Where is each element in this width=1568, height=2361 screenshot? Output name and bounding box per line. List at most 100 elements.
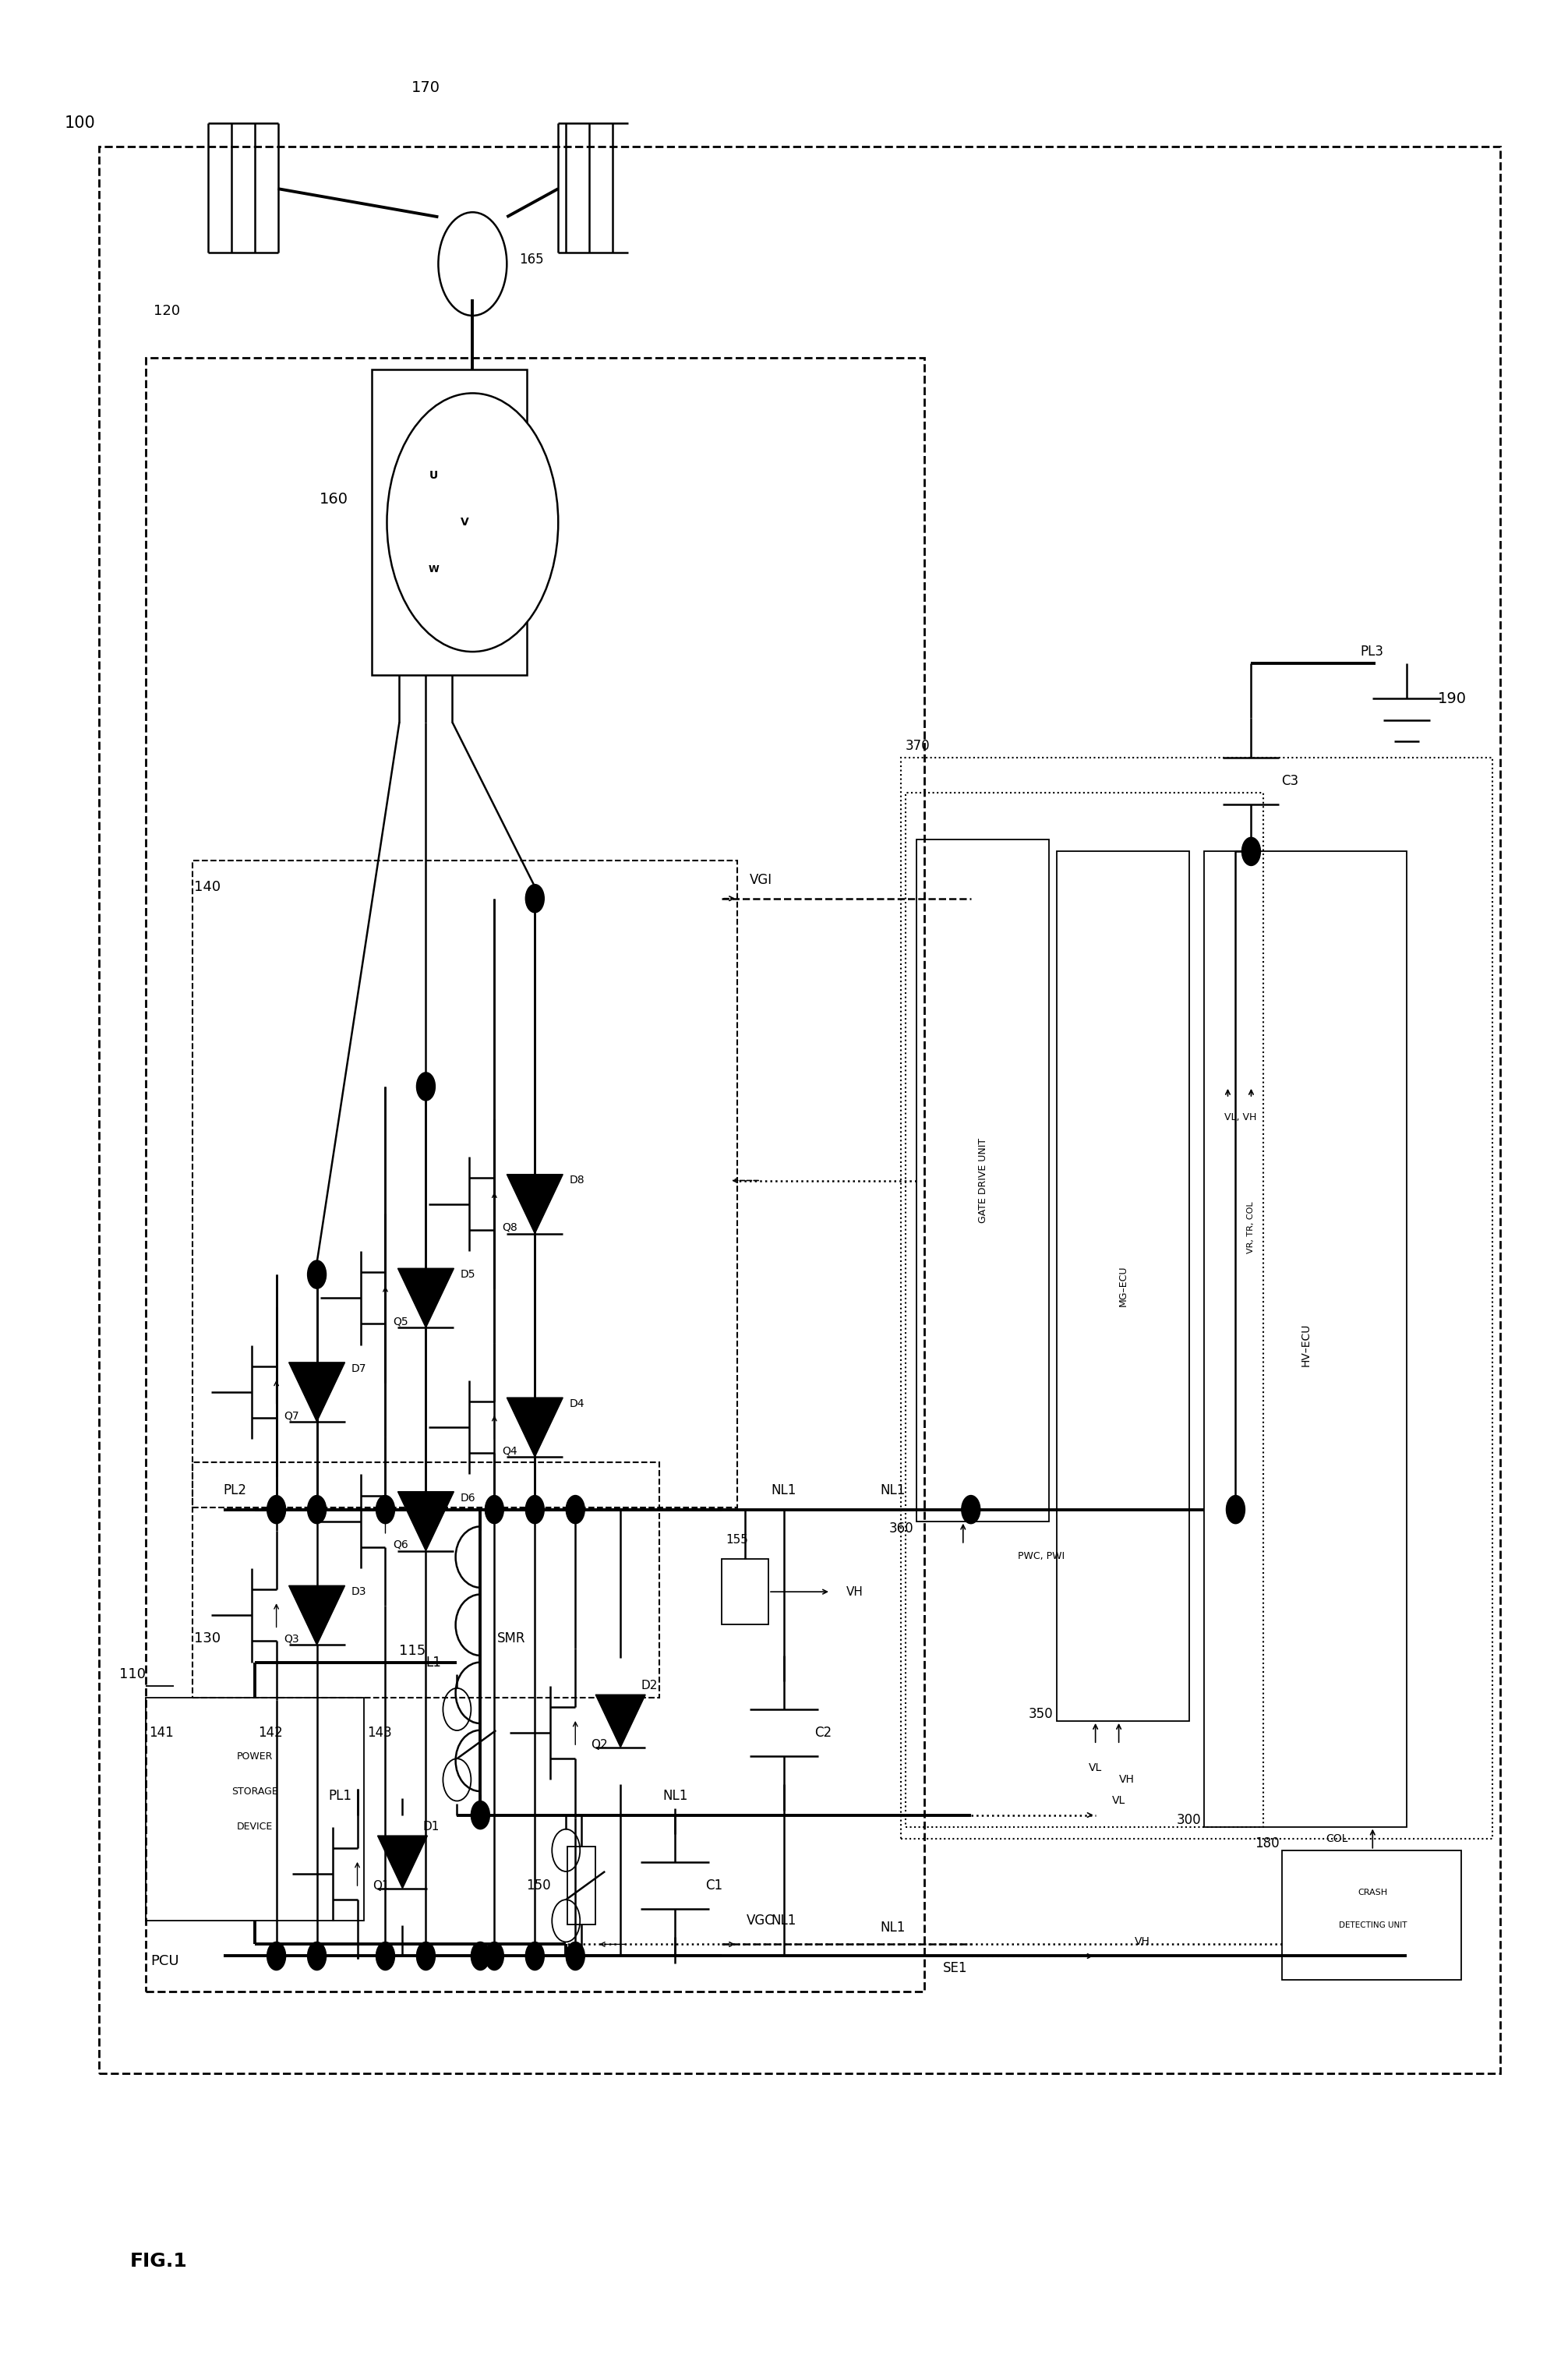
Text: CRASH: CRASH (1358, 1889, 1388, 1896)
Bar (1204, 852, 1406, 1827)
Text: 141: 141 (149, 1726, 174, 1740)
Text: 350: 350 (1029, 1707, 1054, 1721)
Circle shape (525, 1943, 544, 1969)
Text: Q5: Q5 (394, 1315, 408, 1327)
Bar (568, 1846, 596, 1924)
Bar (1283, 1851, 1461, 1979)
Bar (1057, 852, 1189, 1721)
Text: 140: 140 (194, 881, 221, 895)
Text: Q3: Q3 (284, 1634, 299, 1643)
Text: VH: VH (1134, 1936, 1149, 1948)
Text: NL1: NL1 (662, 1790, 688, 1804)
Text: D2: D2 (641, 1681, 657, 1690)
Text: 370: 370 (905, 739, 930, 753)
Text: D5: D5 (459, 1270, 475, 1280)
Text: VGI: VGI (750, 874, 771, 888)
Text: 100: 100 (64, 116, 96, 130)
Circle shape (470, 1801, 489, 1830)
Circle shape (307, 1261, 326, 1289)
Polygon shape (596, 1695, 646, 1747)
Circle shape (307, 1943, 326, 1969)
Bar (916, 841, 1049, 1520)
Text: SE1: SE1 (942, 1960, 967, 1974)
Circle shape (1226, 1495, 1245, 1523)
Text: 170: 170 (411, 80, 441, 94)
Text: VH: VH (1120, 1775, 1134, 1785)
Text: D6: D6 (459, 1492, 475, 1504)
Circle shape (376, 1943, 395, 1969)
Polygon shape (378, 1837, 428, 1889)
Text: VGC: VGC (746, 1915, 775, 1929)
Text: D3: D3 (351, 1587, 367, 1598)
Text: U: U (430, 470, 437, 482)
Text: 165: 165 (519, 253, 544, 267)
Bar (146, 359, 924, 1990)
Polygon shape (506, 1398, 563, 1457)
Circle shape (417, 1072, 436, 1100)
Text: PL1: PL1 (329, 1790, 351, 1804)
Text: NL1: NL1 (880, 1922, 906, 1936)
Circle shape (444, 1759, 470, 1801)
Text: 160: 160 (320, 491, 348, 505)
Text: Q4: Q4 (502, 1445, 517, 1457)
Text: 130: 130 (194, 1631, 221, 1646)
Text: C3: C3 (1281, 774, 1298, 789)
Text: COL: COL (1325, 1832, 1348, 1844)
Circle shape (566, 1943, 585, 1969)
Circle shape (267, 1943, 285, 1969)
Text: FIG.1: FIG.1 (130, 2252, 188, 2271)
Text: HV–ECU: HV–ECU (1300, 1325, 1311, 1367)
Circle shape (961, 1495, 980, 1523)
Circle shape (566, 1495, 585, 1523)
Text: 190: 190 (1438, 692, 1466, 706)
Text: Q2: Q2 (591, 1738, 608, 1750)
Circle shape (417, 1943, 436, 1969)
Circle shape (1242, 838, 1261, 866)
Circle shape (485, 1943, 503, 1969)
Bar (721, 1558, 768, 1624)
Text: Q8: Q8 (502, 1223, 517, 1232)
Text: 110: 110 (119, 1667, 146, 1681)
Text: VL: VL (1112, 1794, 1126, 1806)
Circle shape (552, 1901, 580, 1943)
Circle shape (439, 212, 506, 316)
Bar (905, 793, 1264, 1827)
Circle shape (376, 1495, 395, 1523)
Text: 180: 180 (1254, 1837, 1279, 1851)
Text: Q7: Q7 (284, 1410, 299, 1421)
Text: VH: VH (847, 1587, 864, 1598)
Bar (193, 862, 737, 1506)
Text: D7: D7 (351, 1362, 367, 1374)
Text: VR, TR, COL: VR, TR, COL (1247, 1202, 1254, 1254)
Text: W: W (428, 564, 439, 574)
Circle shape (417, 1495, 436, 1523)
Polygon shape (289, 1587, 345, 1646)
Text: D4: D4 (569, 1398, 585, 1410)
Circle shape (525, 1495, 544, 1523)
Text: 143: 143 (367, 1726, 392, 1740)
Bar (900, 758, 1493, 1839)
Polygon shape (289, 1362, 345, 1421)
Circle shape (307, 1495, 326, 1523)
Text: PCU: PCU (151, 1955, 179, 1967)
Text: Q6: Q6 (394, 1539, 409, 1551)
Text: 115: 115 (400, 1643, 426, 1657)
Text: VL, VH: VL, VH (1225, 1112, 1256, 1121)
Text: 142: 142 (257, 1726, 282, 1740)
Text: 360: 360 (889, 1520, 913, 1535)
Text: D1: D1 (423, 1820, 439, 1832)
Bar (193, 1461, 660, 1698)
Text: NL1: NL1 (771, 1915, 797, 1929)
Text: PWC, PWI: PWC, PWI (1018, 1551, 1065, 1561)
Text: DEVICE: DEVICE (237, 1823, 273, 1832)
Bar (146, 1698, 364, 1922)
Text: NL1: NL1 (771, 1483, 797, 1497)
Polygon shape (398, 1268, 453, 1327)
Text: SMR: SMR (497, 1631, 525, 1646)
Text: POWER: POWER (237, 1752, 273, 1761)
Polygon shape (398, 1492, 453, 1551)
Text: 120: 120 (154, 305, 180, 319)
Text: 155: 155 (726, 1535, 748, 1546)
Bar (372, 371, 527, 675)
Circle shape (525, 885, 544, 914)
